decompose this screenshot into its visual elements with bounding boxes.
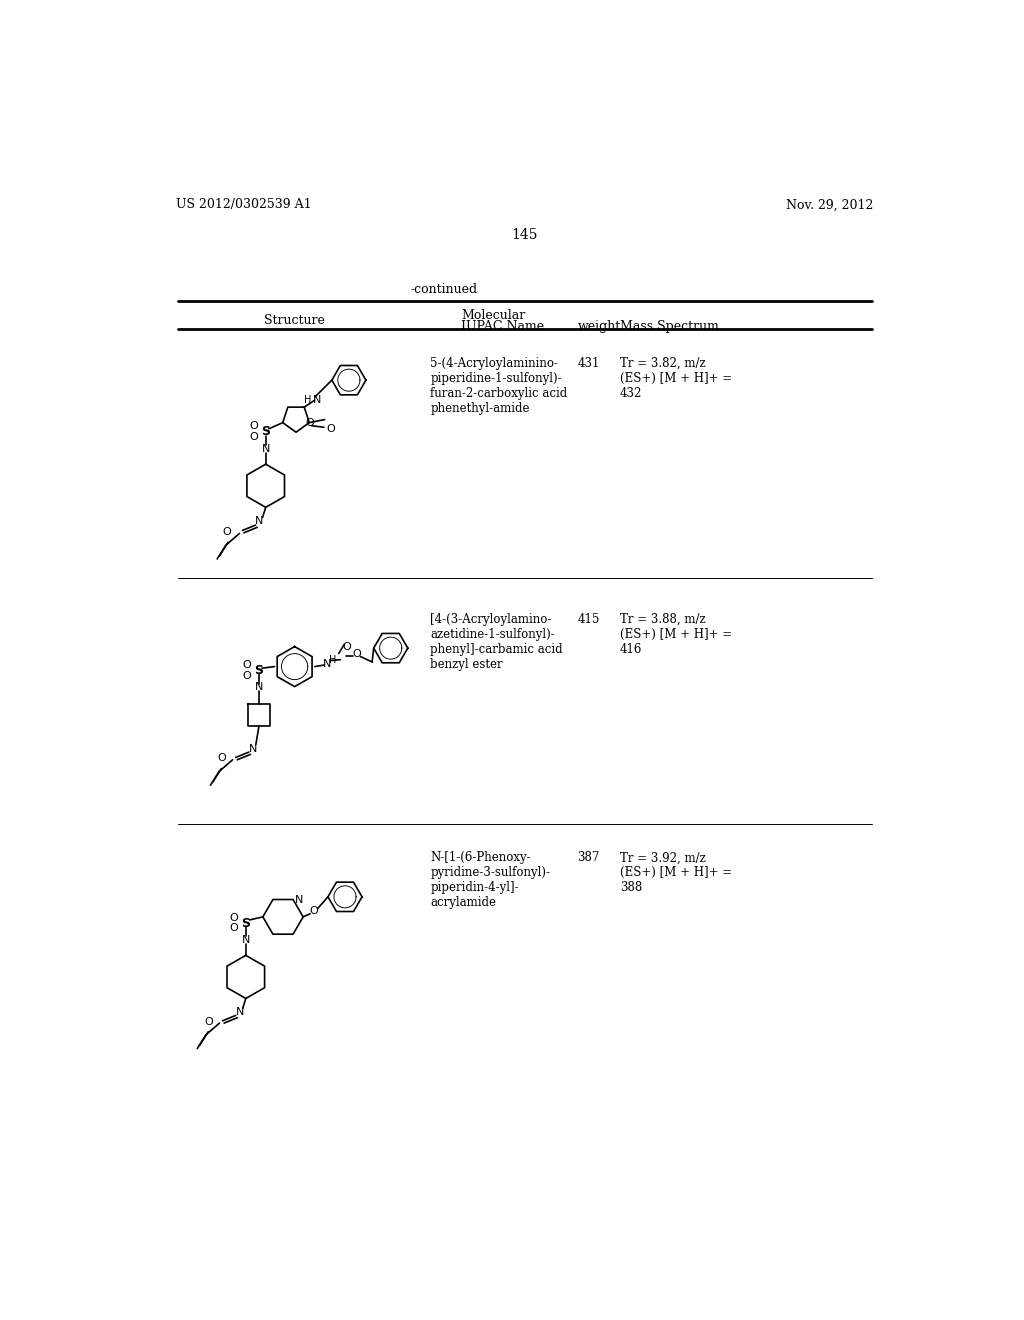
Text: 5-(4-Acryloylaminino-
piperidine-1-sulfonyl)-
furan-2-carboxylic acid
phenethyl-: 5-(4-Acryloylaminino- piperidine-1-sulfo…: [430, 358, 567, 414]
Text: Mass Spectrum: Mass Spectrum: [621, 321, 719, 333]
Text: N: N: [242, 935, 250, 945]
Text: O: O: [327, 424, 335, 434]
Text: Tr = 3.92, m/z
(ES+) [M + H]+ =
388: Tr = 3.92, m/z (ES+) [M + H]+ = 388: [621, 851, 732, 895]
Text: N: N: [323, 659, 332, 668]
Text: O: O: [249, 432, 258, 442]
Text: N: N: [313, 395, 322, 405]
Text: S: S: [261, 425, 270, 438]
Text: O: O: [243, 671, 251, 681]
Text: O: O: [352, 649, 361, 659]
Text: O: O: [342, 642, 351, 652]
Text: O: O: [243, 660, 251, 671]
Text: N: N: [236, 1007, 244, 1018]
Text: 387: 387: [578, 851, 600, 865]
Text: O: O: [305, 417, 313, 428]
Text: Tr = 3.82, m/z
(ES+) [M + H]+ =
432: Tr = 3.82, m/z (ES+) [M + H]+ = 432: [621, 358, 732, 400]
Text: O: O: [217, 754, 226, 763]
Text: weight: weight: [578, 321, 621, 333]
Text: O: O: [229, 912, 238, 923]
Text: US 2012/0302539 A1: US 2012/0302539 A1: [176, 198, 311, 211]
Text: S: S: [242, 916, 250, 929]
Text: N: N: [261, 444, 270, 454]
Text: N: N: [255, 682, 263, 693]
Text: N: N: [255, 516, 264, 527]
Text: H: H: [304, 395, 311, 405]
Text: O: O: [249, 421, 258, 432]
Text: Molecular: Molecular: [461, 309, 525, 322]
Text: N-[1-(6-Phenoxy-
pyridine-3-sulfonyl)-
piperidin-4-yl]-
acrylamide: N-[1-(6-Phenoxy- pyridine-3-sulfonyl)- p…: [430, 851, 550, 909]
Text: IUPAC Name: IUPAC Name: [461, 321, 545, 333]
Text: [4-(3-Acryloylamino-
azetidine-1-sulfonyl)-
phenyl]-carbamic acid
benzyl ester: [4-(3-Acryloylamino- azetidine-1-sulfony…: [430, 612, 563, 671]
Text: Tr = 3.88, m/z
(ES+) [M + H]+ =
416: Tr = 3.88, m/z (ES+) [M + H]+ = 416: [621, 612, 732, 656]
Text: O: O: [222, 527, 231, 537]
Text: O: O: [309, 906, 318, 916]
Text: 415: 415: [578, 612, 600, 626]
Text: S: S: [255, 664, 263, 677]
Text: O: O: [204, 1016, 213, 1027]
Text: H: H: [329, 655, 336, 665]
Text: N: N: [295, 895, 303, 904]
Text: O: O: [229, 924, 238, 933]
Text: -continued: -continued: [411, 284, 478, 296]
Text: N: N: [249, 744, 257, 754]
Text: Nov. 29, 2012: Nov. 29, 2012: [786, 198, 873, 211]
Text: 431: 431: [578, 358, 600, 370]
Text: Structure: Structure: [264, 314, 325, 327]
Text: 145: 145: [512, 227, 538, 242]
